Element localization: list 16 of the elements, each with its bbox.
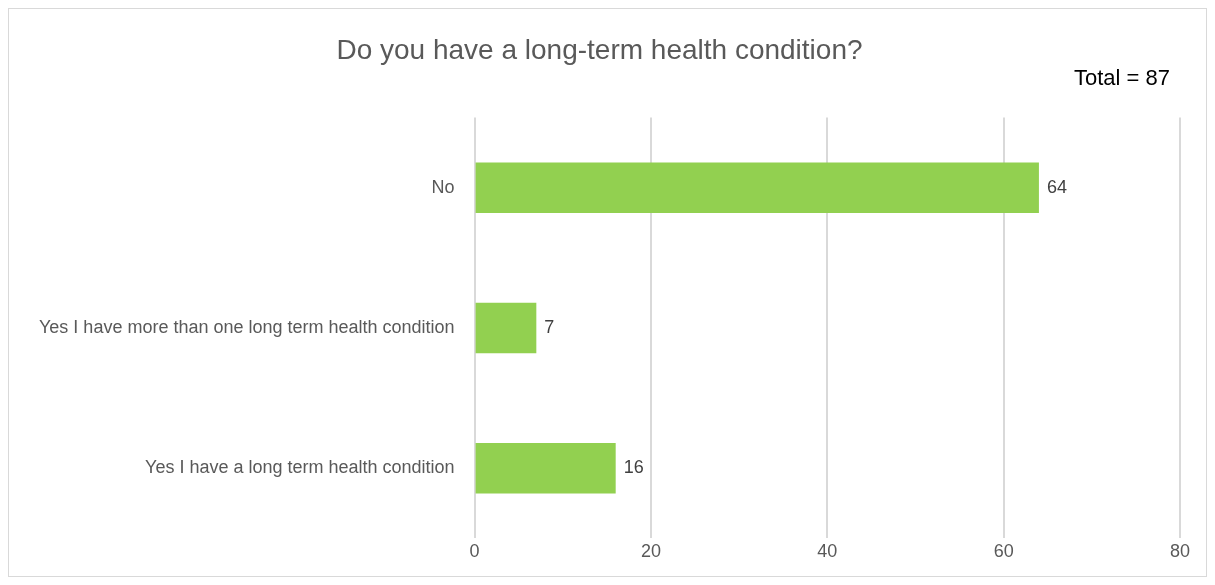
x-tick-label: 0 <box>469 541 480 562</box>
x-tick-label: 80 <box>1169 541 1191 562</box>
data-label: 64 <box>1046 176 1067 197</box>
y-tick-label: Yes I have more than one long term health condition <box>39 316 455 337</box>
data-label: 7 <box>544 316 555 337</box>
x-tick-label: 40 <box>817 541 838 562</box>
y-tick-label: Yes I have a long term health condition <box>145 457 455 478</box>
bar <box>475 443 616 494</box>
text: Total = 87 <box>1073 65 1170 91</box>
x-tick-label: 20 <box>640 541 661 562</box>
y-tick-label: No <box>431 176 455 197</box>
bar <box>475 162 1039 213</box>
data-label: 16 <box>623 457 644 478</box>
x-tick-label: 60 <box>993 541 1014 562</box>
chart-title: Do you have a long-term health condition? <box>336 33 863 65</box>
bar <box>475 302 537 354</box>
